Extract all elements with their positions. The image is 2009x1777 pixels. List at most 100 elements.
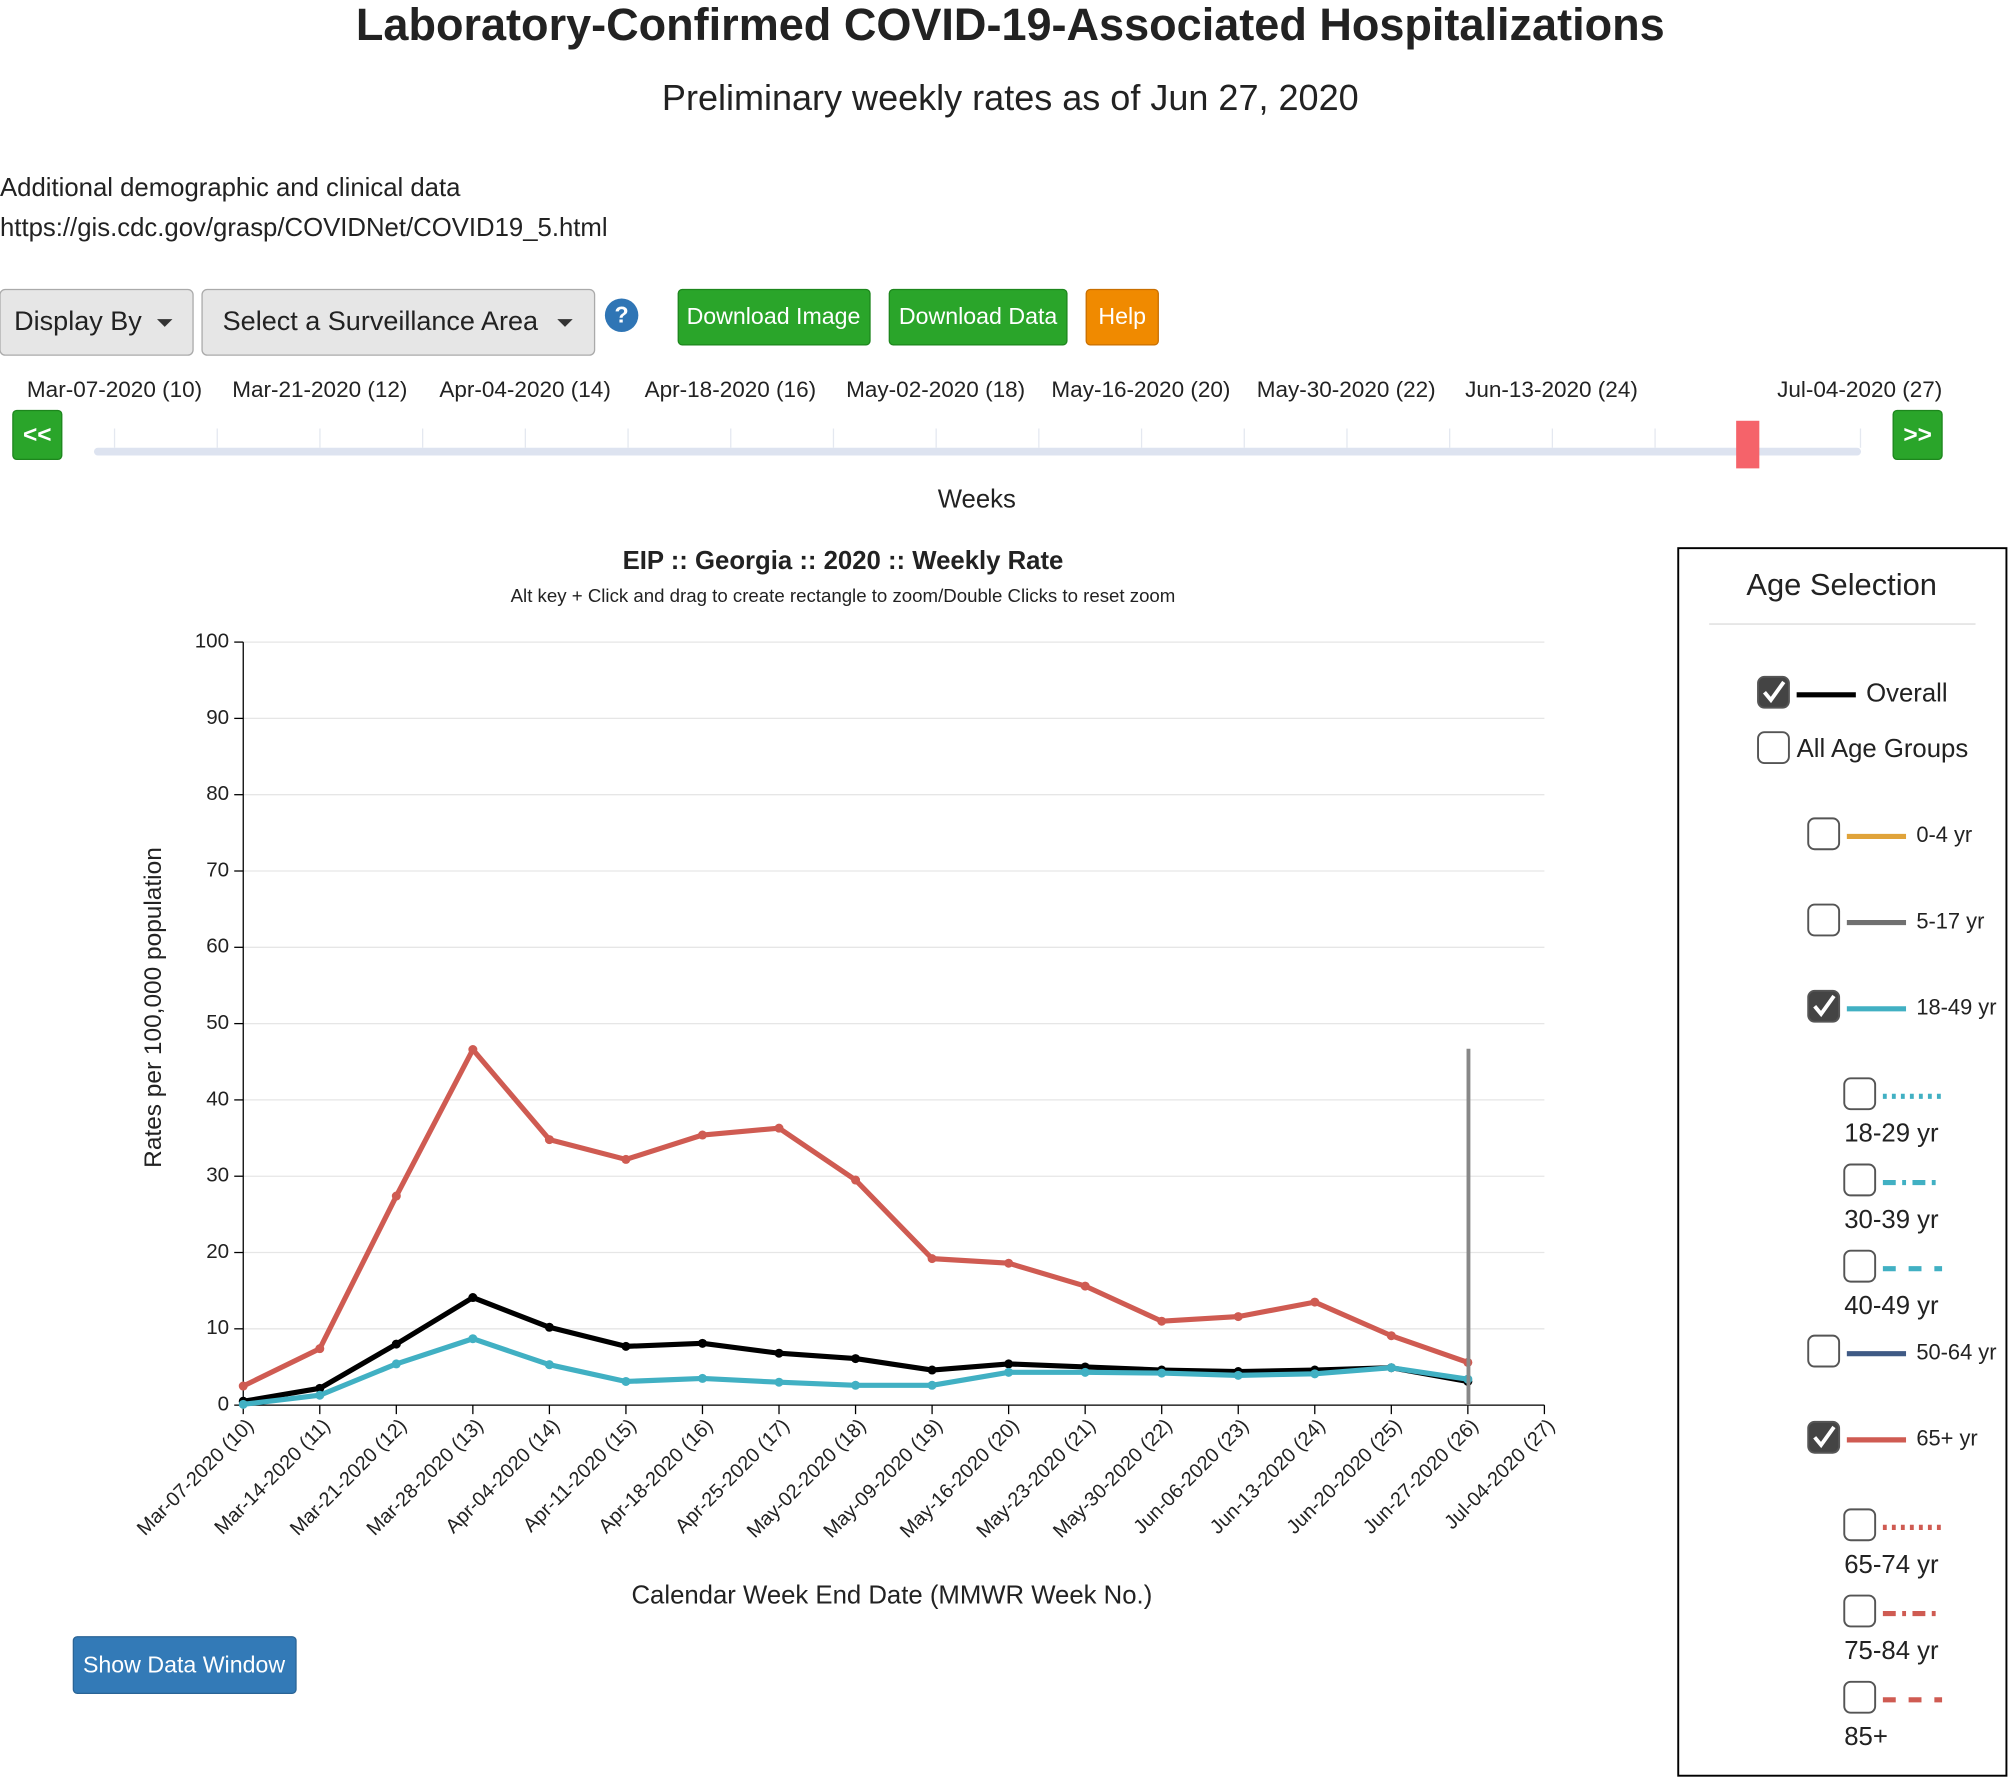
point bbox=[697, 1130, 707, 1140]
point bbox=[697, 1373, 707, 1383]
legend-item[interactable]: 65+ yr bbox=[1807, 1420, 1978, 1454]
point bbox=[621, 1376, 631, 1386]
point bbox=[315, 1344, 325, 1354]
point bbox=[1080, 1281, 1090, 1291]
surveillance-area-button[interactable]: Select a Surveillance Area bbox=[201, 288, 596, 356]
checkbox[interactable] bbox=[1843, 1508, 1877, 1542]
legend-label: 5-17 yr bbox=[1916, 908, 1984, 933]
legend-item[interactable]: 30-39 yr bbox=[1843, 1163, 1943, 1234]
point bbox=[697, 1338, 707, 1348]
y-axis-label: Rates per 100,000 population bbox=[140, 847, 167, 1168]
legend-item[interactable]: 18-29 yr bbox=[1843, 1077, 1943, 1148]
point bbox=[1233, 1312, 1243, 1322]
slider-next[interactable]: >> bbox=[1892, 409, 1943, 461]
legend-item[interactable]: 40-49 yr bbox=[1843, 1249, 1943, 1320]
legend: Overall All Age Groups 0-4 yr 5-17 yr 18-49 … bbox=[1757, 675, 1997, 1751]
point bbox=[851, 1175, 861, 1185]
y-tick-label: 60 bbox=[206, 935, 229, 958]
checkbox[interactable] bbox=[1807, 817, 1841, 851]
legend-item[interactable]: Overall bbox=[1757, 675, 1948, 709]
legend-item[interactable]: 0-4 yr bbox=[1807, 817, 1972, 851]
legend-item[interactable]: 50-64 yr bbox=[1807, 1334, 1997, 1368]
button-bg bbox=[888, 288, 1068, 346]
point bbox=[468, 1334, 478, 1344]
point bbox=[1157, 1368, 1167, 1378]
legend-label: 85+ bbox=[1844, 1723, 1888, 1751]
slider-prev[interactable]: << bbox=[12, 409, 63, 461]
button-bg bbox=[677, 288, 871, 346]
show-data-window-button[interactable]: Show Data Window bbox=[72, 1636, 297, 1695]
y-tick-label: 70 bbox=[206, 858, 229, 881]
slider-label: Mar-21-2020 (12) bbox=[232, 377, 407, 402]
slider-label: Apr-04-2020 (14) bbox=[439, 377, 610, 402]
slider-track[interactable] bbox=[93, 447, 1861, 456]
slider-label: Mar-07-2020 (10) bbox=[27, 377, 202, 402]
button-bg bbox=[1085, 288, 1159, 346]
point bbox=[391, 1339, 401, 1349]
legend-item[interactable]: 5-17 yr bbox=[1807, 903, 1984, 937]
point bbox=[774, 1348, 784, 1358]
point bbox=[1233, 1370, 1243, 1380]
legend-item[interactable]: 75-84 yr bbox=[1843, 1594, 1943, 1665]
caret bbox=[557, 319, 573, 327]
info-link[interactable]: https://gis.cdc.gov/grasp/COVIDNet/COVID… bbox=[0, 214, 608, 242]
age-selection-panel bbox=[1677, 547, 2008, 1777]
legend-label: 40-49 yr bbox=[1844, 1292, 1939, 1320]
slider-label: Jun-13-2020 (24) bbox=[1465, 377, 1638, 402]
point bbox=[1004, 1258, 1014, 1268]
legend-label: All Age Groups bbox=[1797, 735, 1969, 763]
checkbox[interactable] bbox=[1843, 1594, 1877, 1628]
legend-item[interactable]: 65-74 yr bbox=[1843, 1508, 1943, 1579]
point bbox=[1004, 1367, 1014, 1377]
slider-label: May-16-2020 (20) bbox=[1051, 377, 1230, 402]
legend-label: 75-84 yr bbox=[1844, 1637, 1939, 1665]
point bbox=[927, 1365, 937, 1375]
slider-handle[interactable] bbox=[1736, 420, 1760, 469]
checkbox[interactable] bbox=[1843, 1249, 1877, 1283]
download-data-button[interactable]: Download Data bbox=[888, 288, 1068, 346]
point bbox=[774, 1123, 784, 1133]
help-button[interactable]: Help bbox=[1085, 288, 1159, 346]
help-circle bbox=[604, 298, 639, 332]
point bbox=[1310, 1369, 1320, 1379]
point bbox=[1386, 1363, 1396, 1373]
checkbox[interactable] bbox=[1807, 1420, 1841, 1454]
y-tick-label: 90 bbox=[206, 706, 229, 729]
checkbox[interactable] bbox=[1807, 903, 1841, 937]
checkbox[interactable] bbox=[1757, 675, 1790, 709]
button-label: Show Data Window bbox=[83, 1651, 285, 1677]
checkbox[interactable] bbox=[1843, 1680, 1877, 1714]
button-label: Select a Surveillance Area bbox=[223, 306, 539, 336]
button-bg bbox=[1892, 409, 1943, 461]
legend-label: 0-4 yr bbox=[1916, 822, 1972, 847]
checkbox[interactable] bbox=[1843, 1163, 1877, 1197]
checkbox[interactable] bbox=[1843, 1077, 1877, 1111]
point bbox=[544, 1322, 554, 1332]
y-tick-label: 50 bbox=[206, 1011, 229, 1034]
point bbox=[851, 1380, 861, 1390]
button-label: Display By bbox=[14, 306, 142, 336]
y-tick-label: 20 bbox=[206, 1240, 229, 1263]
page-subtitle: Preliminary weekly rates as of Jun 27, 2… bbox=[662, 77, 1359, 118]
display-by-button[interactable]: Display By bbox=[0, 288, 194, 356]
button-label: >> bbox=[1903, 422, 1932, 449]
y-tick-label: 10 bbox=[206, 1316, 229, 1339]
chart-title: EIP :: Georgia :: 2020 :: Weekly Rate bbox=[623, 547, 1064, 575]
slider-label: Jul-04-2020 (27) bbox=[1777, 377, 1942, 402]
help-icon[interactable]: ? bbox=[604, 298, 639, 332]
legend-item[interactable]: All Age Groups bbox=[1757, 731, 1969, 765]
checkbox[interactable] bbox=[1807, 1334, 1841, 1368]
legend-item[interactable]: 85+ bbox=[1843, 1680, 1943, 1751]
legend-label: 50-64 yr bbox=[1916, 1339, 1996, 1364]
button-bg bbox=[201, 288, 596, 356]
download-image-button[interactable]: Download Image bbox=[677, 288, 871, 346]
point bbox=[391, 1191, 401, 1201]
checkbox[interactable] bbox=[1757, 731, 1790, 765]
checkmark bbox=[1813, 994, 1836, 1018]
checkbox[interactable] bbox=[1807, 989, 1841, 1023]
point bbox=[621, 1154, 631, 1164]
button-label: Download Image bbox=[687, 303, 861, 329]
legend-item[interactable]: 18-49 yr bbox=[1807, 989, 1997, 1023]
